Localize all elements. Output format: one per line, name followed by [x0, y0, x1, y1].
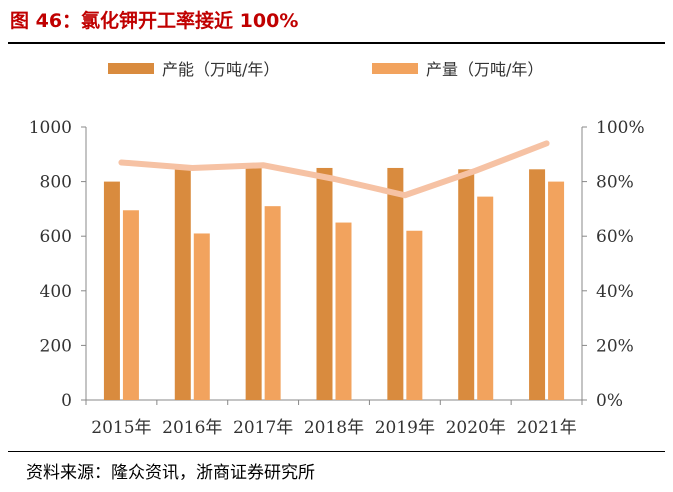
y-tick-label-left: 200: [40, 336, 72, 356]
line-point: [404, 194, 406, 196]
source-note: 资料来源：隆众资讯，浙商证券研究所: [26, 463, 315, 483]
bar-output: [477, 196, 494, 400]
y-tick-label-right: 60%: [596, 227, 634, 247]
bar-capacity: [458, 169, 475, 400]
bar-capacity: [174, 167, 191, 400]
y-tick-label-left: 0: [61, 391, 72, 411]
legend-label-output: 产量（万吨/年）: [426, 60, 543, 79]
bar-capacity: [387, 167, 404, 400]
bar-capacity: [245, 167, 262, 400]
y-tick-label-right: 100%: [596, 118, 645, 138]
line-point: [120, 161, 122, 163]
bar-output: [122, 210, 139, 400]
y-tick-label-right: 0%: [596, 391, 623, 411]
y-tick-label-left: 600: [40, 227, 72, 247]
y-tick-label-right: 80%: [596, 173, 634, 193]
line-point: [191, 167, 193, 169]
line-point: [475, 170, 477, 172]
y-tick-label-right: 40%: [596, 282, 634, 302]
source-rule: [8, 451, 665, 452]
y-tick-label-right: 20%: [596, 336, 634, 356]
y-tick-label-left: 1000: [29, 118, 72, 138]
bar-capacity: [529, 169, 546, 400]
bar-capacity: [316, 167, 333, 400]
x-tick-label: 2016年: [162, 418, 222, 438]
title-rule: [8, 42, 665, 44]
bar-output: [264, 206, 281, 400]
line-point: [333, 178, 335, 180]
line-point: [262, 164, 264, 166]
legend-swatch-capacity: [108, 63, 154, 74]
legend-swatch-output: [372, 63, 418, 74]
x-tick-label: 2015年: [91, 418, 151, 438]
legend-label-capacity: 产能（万吨/年）: [162, 60, 279, 79]
bar-output: [406, 230, 423, 400]
y-tick-label-left: 800: [40, 173, 72, 193]
bar-output: [335, 222, 352, 400]
bar-output: [193, 233, 210, 400]
x-tick-label: 2020年: [446, 418, 506, 438]
bar-capacity: [103, 181, 120, 400]
x-tick-label: 2018年: [304, 418, 364, 438]
x-tick-label: 2019年: [375, 418, 435, 438]
chart-area: 0 200 400 600 800 1000 0% 20% 40% 60% 80% 100% 2015年…: [29, 60, 645, 438]
x-tick-label: 2021年: [516, 418, 576, 438]
chart-title: 图 46：氯化钾开工率接近 100%: [10, 10, 299, 32]
bar-output: [548, 181, 565, 400]
y-tick-label-left: 400: [40, 282, 72, 302]
line-point: [546, 142, 548, 144]
x-tick-label: 2017年: [233, 418, 293, 438]
